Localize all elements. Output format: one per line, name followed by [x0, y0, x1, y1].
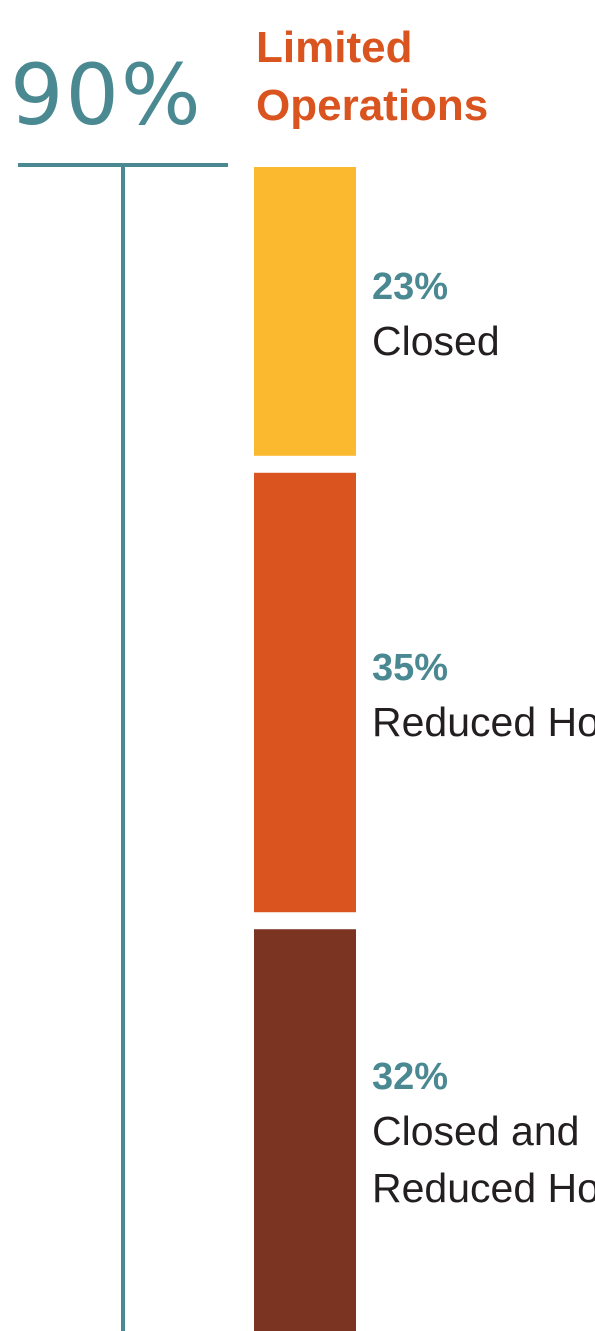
- bar-segment: [254, 167, 356, 456]
- chart-title: Limited Operations: [256, 23, 488, 130]
- segment-category-line: Closed and: [372, 1108, 579, 1154]
- chart-title-line: Operations: [256, 81, 488, 130]
- bar-segment: [254, 929, 356, 1331]
- segment-value-label: 23%: [372, 266, 448, 308]
- segment-category-line: Reduced Hours: [372, 699, 595, 745]
- chart-title-line: Limited: [256, 23, 412, 72]
- segment-labels: 23% Closed 35% Reduced Hours 32% Closed and Re…: [372, 266, 595, 1211]
- segment-category-line: Reduced Hours: [372, 1165, 595, 1211]
- segment-category-label: Reduced Hours: [372, 699, 595, 745]
- segment-category-line: Closed: [372, 318, 500, 364]
- segment-value-label: 32%: [372, 1056, 448, 1098]
- segment-value-label: 35%: [372, 647, 448, 689]
- total-value-label: 90%: [10, 46, 203, 144]
- stacked-bar: [254, 167, 356, 1331]
- bar-segment: [254, 472, 356, 913]
- segment-category-label: Closed and Reduced Hours: [372, 1108, 595, 1211]
- segment-category-label: Closed: [372, 318, 500, 364]
